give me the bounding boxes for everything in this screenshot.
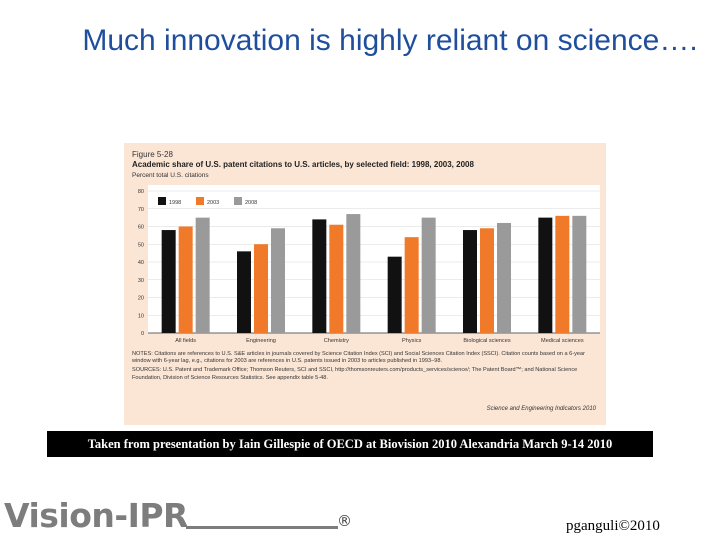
sources-text: SOURCES: U.S. Patent and Trademark Offic…: [132, 367, 578, 381]
plot-area: [148, 185, 600, 333]
bar: [497, 222, 511, 333]
figure-label: Figure 5-28: [132, 150, 173, 159]
attribution-caption: Taken from presentation by Iain Gillespi…: [47, 431, 653, 457]
y-tick-label: 30: [138, 278, 144, 284]
figure-notes: NOTES: Citations are references to U.S. …: [132, 351, 598, 382]
legend-label: 2003: [207, 200, 219, 206]
y-axis-label: Percent total U.S. citations: [132, 172, 209, 179]
bar: [404, 237, 419, 333]
bar: [421, 217, 436, 333]
legend-swatch: [234, 197, 242, 205]
logo-text: Vision-IPR: [4, 496, 188, 535]
bar: [161, 230, 176, 333]
y-tick-label: 40: [138, 260, 144, 266]
registered-mark-icon: ®: [337, 512, 352, 530]
bar: [387, 256, 402, 333]
bar-chart: 0 10 20 30 40 50 60 70 80 1998 2003 2008 All fields E…: [138, 185, 600, 344]
legend-label: 1998: [169, 200, 181, 206]
bar: [312, 219, 327, 333]
bar: [178, 226, 193, 333]
logo-underline: [186, 526, 338, 529]
y-tick-label: 50: [138, 242, 144, 248]
x-tick-label: All fields: [175, 338, 196, 344]
y-tick-label: 60: [138, 225, 144, 231]
x-tick-label: Chemistry: [324, 338, 349, 344]
bar: [555, 215, 570, 333]
copyright-notice: pganguli©2010: [566, 518, 660, 534]
figure-credit: Science and Engineering Indicators 2010: [486, 406, 596, 412]
x-tick-label: Biological sciences: [463, 338, 510, 344]
bar: [572, 215, 587, 333]
legend-swatch: [158, 197, 166, 205]
bar: [329, 224, 344, 333]
bar: [271, 228, 285, 333]
bar: [538, 217, 553, 333]
slide-title: Much innovation is highly reliant on sci…: [82, 24, 698, 57]
x-tick-label: Physics: [402, 338, 421, 344]
figure-panel: Figure 5-28 Academic share of U.S. paten…: [124, 143, 606, 425]
y-tick-label: 70: [138, 207, 144, 213]
bar: [463, 230, 477, 333]
vision-ipr-logo: Vision-IPR ®: [0, 496, 360, 536]
y-tick-label: 10: [138, 313, 144, 319]
bar: [346, 214, 361, 333]
bar: [480, 228, 494, 333]
bar: [254, 244, 268, 333]
x-tick-label: Engineering: [246, 338, 276, 344]
y-tick-label: 0: [141, 331, 144, 337]
bar: [195, 217, 210, 333]
y-tick-label: 20: [138, 296, 144, 302]
legend-swatch: [196, 197, 204, 205]
x-tick-label: Medical sciences: [541, 338, 584, 344]
legend-label: 2008: [245, 200, 257, 206]
chart-title: Academic share of U.S. patent citations …: [132, 160, 474, 169]
notes-text: NOTES: Citations are references to U.S. …: [132, 351, 585, 365]
bar: [237, 251, 251, 333]
y-tick-label: 80: [138, 189, 144, 195]
